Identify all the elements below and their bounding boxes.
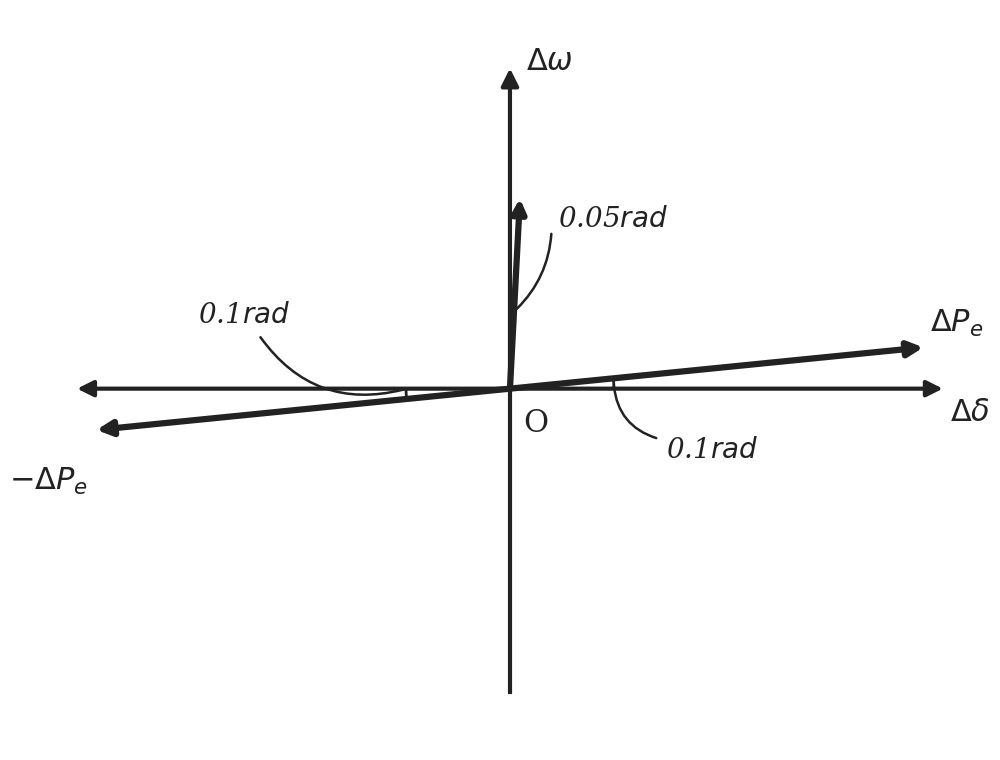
Text: $\Delta P_e$: $\Delta P_e$ [930,308,984,339]
Text: 0.1$rad$: 0.1$rad$ [666,438,758,464]
Text: $\Delta\omega$: $\Delta\omega$ [526,46,573,77]
Text: 0.05$rad$: 0.05$rad$ [558,206,668,233]
Text: 0.1$rad$: 0.1$rad$ [198,302,291,328]
Text: $-\Delta P_e$: $-\Delta P_e$ [9,467,88,497]
Text: $\Delta\delta$: $\Delta\delta$ [950,397,990,429]
Text: O: O [523,407,548,439]
